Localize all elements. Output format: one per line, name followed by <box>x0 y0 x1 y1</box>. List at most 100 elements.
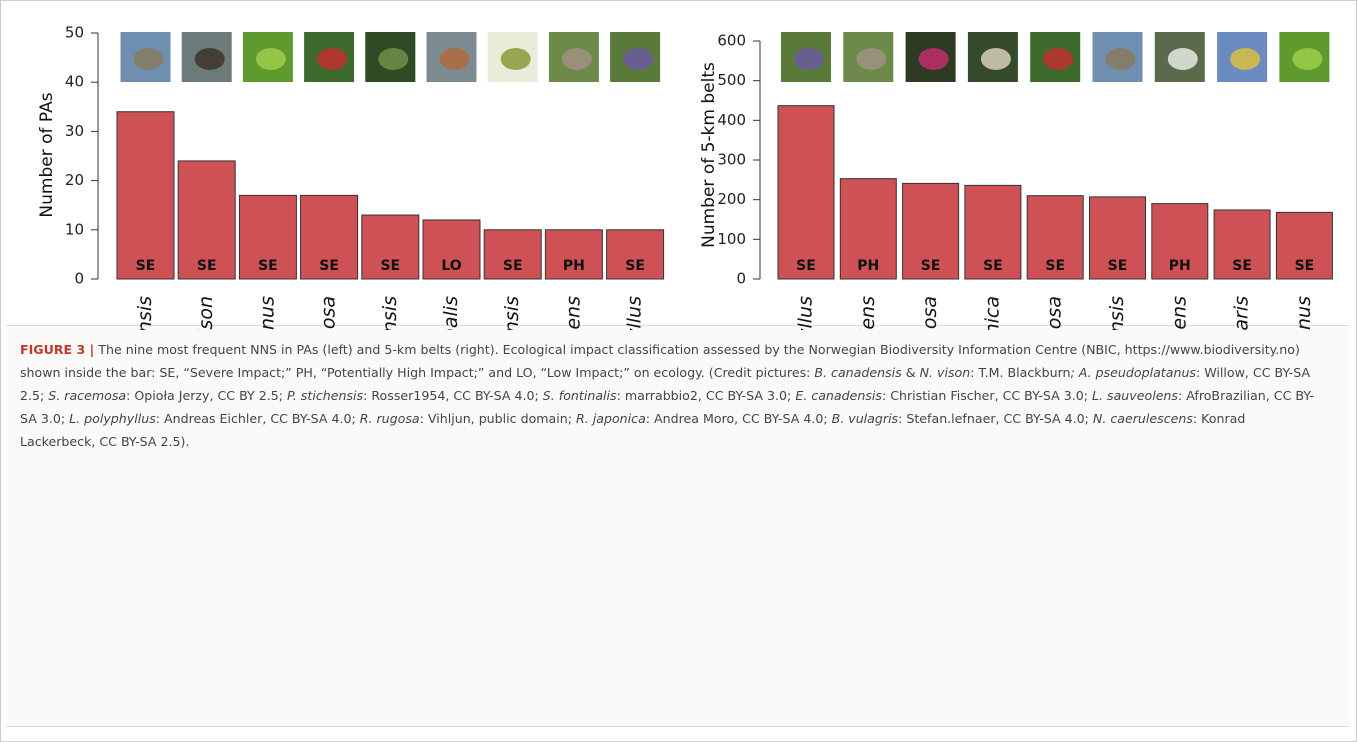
x-tick-label: Lupinus polyphyllus <box>624 296 646 330</box>
impact-label: SE <box>197 258 217 274</box>
bar <box>1151 203 1209 280</box>
y-tick-label: 10 <box>65 220 84 238</box>
x-tick-label: Lepidotheca suaveolens <box>562 296 584 330</box>
impact-label: SE <box>136 258 156 274</box>
charts: 0 10 20 30 40 50 Number of PAs SE Branta canaden… <box>37 24 1333 330</box>
x-tick-label: Sambucus racemosa <box>318 296 340 330</box>
bar <box>964 184 1022 280</box>
bar <box>1213 209 1271 280</box>
x-tick-label: Lepidotheca suaveolens <box>857 296 879 330</box>
caption-text: : Stefan.lefnaer, CC BY-SA 4.0; <box>898 411 1093 426</box>
bar <box>116 111 175 280</box>
bar <box>361 214 420 280</box>
bar <box>238 194 297 280</box>
caption-text: N. vison <box>919 365 971 380</box>
species-photo-detail <box>439 48 470 70</box>
bar <box>544 229 603 280</box>
caption-text: : Christian Fischer, CC BY-SA 3.0; <box>881 388 1092 403</box>
caption-text: : Andrea Moro, CC BY-SA 4.0; <box>645 411 832 426</box>
caption-text: R. japonica <box>576 411 646 426</box>
y-tick-label: 0 <box>736 270 746 288</box>
caption-text: : Konrad Lackerbeck, CC BY-SA 2.5). <box>20 411 1246 449</box>
caption-text: L. polyphyllus <box>69 411 156 426</box>
x-tick-label: Picea stichensis <box>379 296 401 330</box>
x-tick-label: Reynutria japonica <box>981 296 1003 330</box>
bar <box>839 178 897 280</box>
y-tick-label: 500 <box>717 71 746 89</box>
species-photo-detail <box>317 48 348 70</box>
bar <box>1089 196 1146 280</box>
caption-text: N. caerulescens <box>1092 411 1193 426</box>
caption-text: B. canadensis <box>814 365 902 380</box>
bar <box>483 229 542 280</box>
x-tick-label: Lupinus polyphyllus <box>795 296 817 330</box>
x-tick-label: Barbarea vulgaris <box>1231 296 1253 330</box>
impact-label: SE <box>380 258 400 274</box>
caption-text: S. racemosa <box>48 388 127 403</box>
y-tick-label: 0 <box>74 270 84 288</box>
impact-label: SE <box>258 258 278 274</box>
x-tick-label: Rosa rugosa <box>919 296 941 330</box>
bar <box>902 182 960 280</box>
species-photo-detail <box>133 48 164 70</box>
caption-box <box>6 325 1349 727</box>
bar <box>177 160 236 280</box>
bar <box>1026 195 1084 280</box>
caption: FIGURE 3 | The nine most frequent NNS in… <box>20 338 1320 453</box>
species-photo-detail <box>1292 48 1323 70</box>
x-tick-label: Acer pseudoplatanus <box>1293 296 1315 330</box>
bar <box>606 229 665 280</box>
caption-text: P. stichensis <box>287 388 364 403</box>
caption-text: & <box>901 365 920 380</box>
x-tick-label: Salvelinus fontinalis <box>440 296 462 330</box>
x-tick-label: Acer pseudoplatanus <box>256 296 278 330</box>
impact-label: SE <box>983 258 1003 274</box>
caption-text: : Rosser1954, CC BY-SA 4.0; <box>363 388 543 403</box>
impact-label: SE <box>1232 258 1252 274</box>
impact-label: PH <box>857 258 879 274</box>
species-photo-detail <box>1230 48 1261 70</box>
species-photo-detail <box>623 48 654 70</box>
x-tick-label: Sambucus racemosa <box>1044 296 1066 330</box>
bar <box>777 105 835 280</box>
caption-text: : Opioła Jerzy, CC BY 2.5; <box>126 388 287 403</box>
impact-label: SE <box>319 258 339 274</box>
species-photo-detail <box>500 48 531 70</box>
y-tick-label: 100 <box>717 230 746 248</box>
species-photo-detail <box>255 48 286 70</box>
caption-text: ; A. pseudoplatanus <box>1070 365 1196 380</box>
y-axis-label: Number of PAs <box>37 92 57 217</box>
y-tick-label: 400 <box>717 111 746 129</box>
y-tick-label: 600 <box>717 32 746 50</box>
x-tick-label: Elodea canadensis <box>501 296 523 330</box>
caption-text: B. vulagris <box>831 411 899 426</box>
impact-label: SE <box>625 258 645 274</box>
caption-text: E. canadensis <box>795 388 882 403</box>
caption-text: : AfroBrazilian, CC BY-SA 3.0; <box>20 388 1315 426</box>
y-tick-label: 200 <box>717 190 746 208</box>
caption-text: The nine most frequent NNS in PAs (left)… <box>20 342 1300 380</box>
x-tick-label: Branta canadensis <box>134 296 156 330</box>
caption-text: L. sauveolens <box>1092 388 1178 403</box>
y-tick-label: 20 <box>65 171 84 189</box>
caption-text: S. fontinalis <box>542 388 617 403</box>
caption-text: : Willow, CC BY-SA 2.5; <box>20 365 1311 403</box>
x-tick-label: Noccaea caerulescens <box>1168 296 1190 330</box>
y-tick-label: 30 <box>65 122 84 140</box>
species-photo-detail <box>918 48 949 70</box>
species-photo-detail <box>1043 48 1074 70</box>
species-photo-detail <box>980 48 1011 70</box>
caption-text: : marrabbio2, CC BY-SA 3.0; <box>616 388 796 403</box>
caption-text: : Vihljun, public domain; <box>419 411 576 426</box>
bar <box>422 219 481 280</box>
species-photo-detail <box>1105 48 1136 70</box>
species-photo-detail <box>856 48 887 70</box>
caption-text: FIGURE 3 | <box>20 342 95 357</box>
impact-label: SE <box>796 258 816 274</box>
impact-label: SE <box>1295 258 1315 274</box>
caption-text: : T.M. Blackburn <box>970 365 1071 380</box>
bar <box>300 194 359 280</box>
bar <box>1275 211 1333 280</box>
caption-text: R. rugosa <box>359 411 420 426</box>
